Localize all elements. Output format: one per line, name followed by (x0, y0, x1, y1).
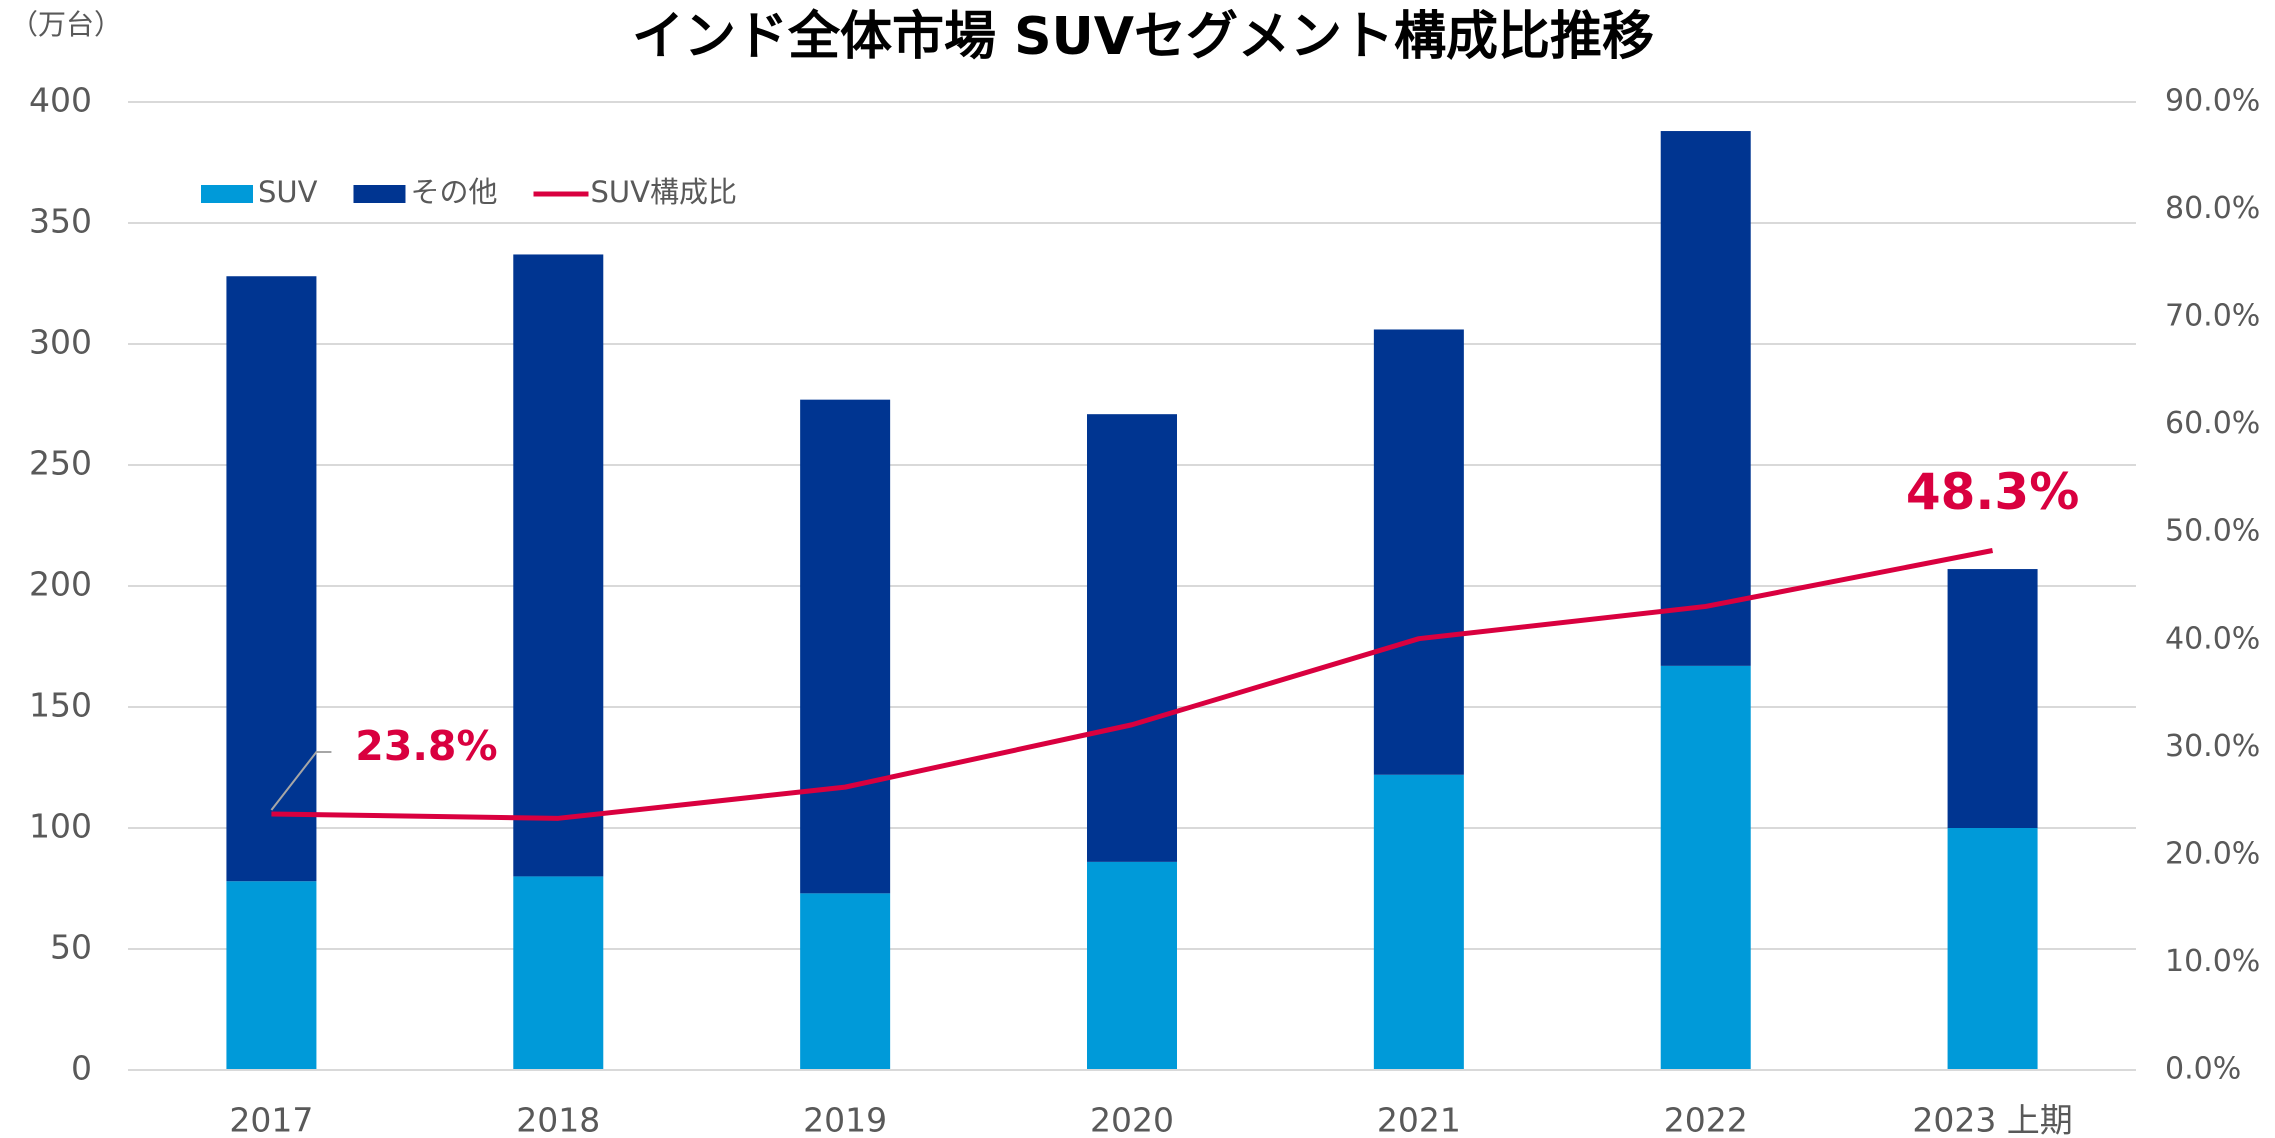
y2-tick-label: 0.0% (2165, 1052, 2241, 1087)
legend-label: SUV (258, 175, 318, 209)
y-unit-label: （万台） (10, 8, 122, 41)
legend-label: SUV構成比 (591, 175, 737, 209)
x-tick-label: 2023 上期 (1912, 1101, 2072, 1138)
bar (226, 881, 317, 1070)
y-tick-label: 150 (29, 686, 92, 725)
legend-swatch (353, 185, 406, 203)
line (271, 548, 1994, 821)
bar (513, 876, 604, 1070)
x-tick-label: 2018 (516, 1101, 600, 1138)
bar (1087, 861, 1177, 1070)
leader-line (270, 751, 332, 811)
bar (226, 276, 317, 882)
y-tick-label: 400 (29, 81, 92, 120)
bar (1373, 774, 1464, 1070)
chart-title: インド全体市場 SUVセグメント構成比推移 (632, 7, 1654, 67)
y2-tick-label: 10.0% (2165, 944, 2260, 979)
y2-tick-label: 30.0% (2165, 729, 2260, 764)
y-tick-label: 250 (29, 444, 92, 483)
x-tick-label: 2022 (1664, 1101, 1748, 1138)
y-tick-label: 50 (50, 928, 92, 967)
bar (800, 399, 891, 894)
y2-tick-label: 60.0% (2165, 406, 2260, 441)
bar (1947, 828, 2038, 1070)
y-tick-label: 0 (71, 1049, 92, 1088)
legend-label: その他 (410, 175, 497, 209)
data-label: 48.3% (1906, 463, 2079, 521)
bar (1660, 131, 1751, 666)
y2-tick-label: 50.0% (2165, 514, 2260, 549)
y2-tick-label: 20.0% (2165, 836, 2260, 871)
y2-tick-label: 40.0% (2165, 621, 2260, 656)
bar (1947, 569, 2038, 828)
bar (1373, 329, 1464, 775)
y2-tick-label: 80.0% (2165, 191, 2260, 226)
x-tick-label: 2019 (803, 1101, 887, 1138)
x-tick-label: 2020 (1090, 1101, 1174, 1138)
bar (513, 254, 604, 877)
y2-tick-label: 70.0% (2165, 299, 2260, 334)
y-tick-label: 100 (29, 807, 92, 846)
y-tick-label: 300 (29, 323, 92, 362)
x-tick-label: 2017 (229, 1101, 313, 1138)
bar (1087, 414, 1177, 862)
data-label: 23.8% (355, 722, 497, 770)
x-tick-label: 2021 (1377, 1101, 1461, 1138)
y-tick-label: 200 (29, 565, 92, 604)
bar (1660, 665, 1751, 1070)
legend-swatch (201, 185, 253, 203)
y2-tick-label: 90.0% (2165, 84, 2260, 119)
bar (800, 893, 891, 1070)
y-tick-label: 350 (29, 202, 92, 241)
